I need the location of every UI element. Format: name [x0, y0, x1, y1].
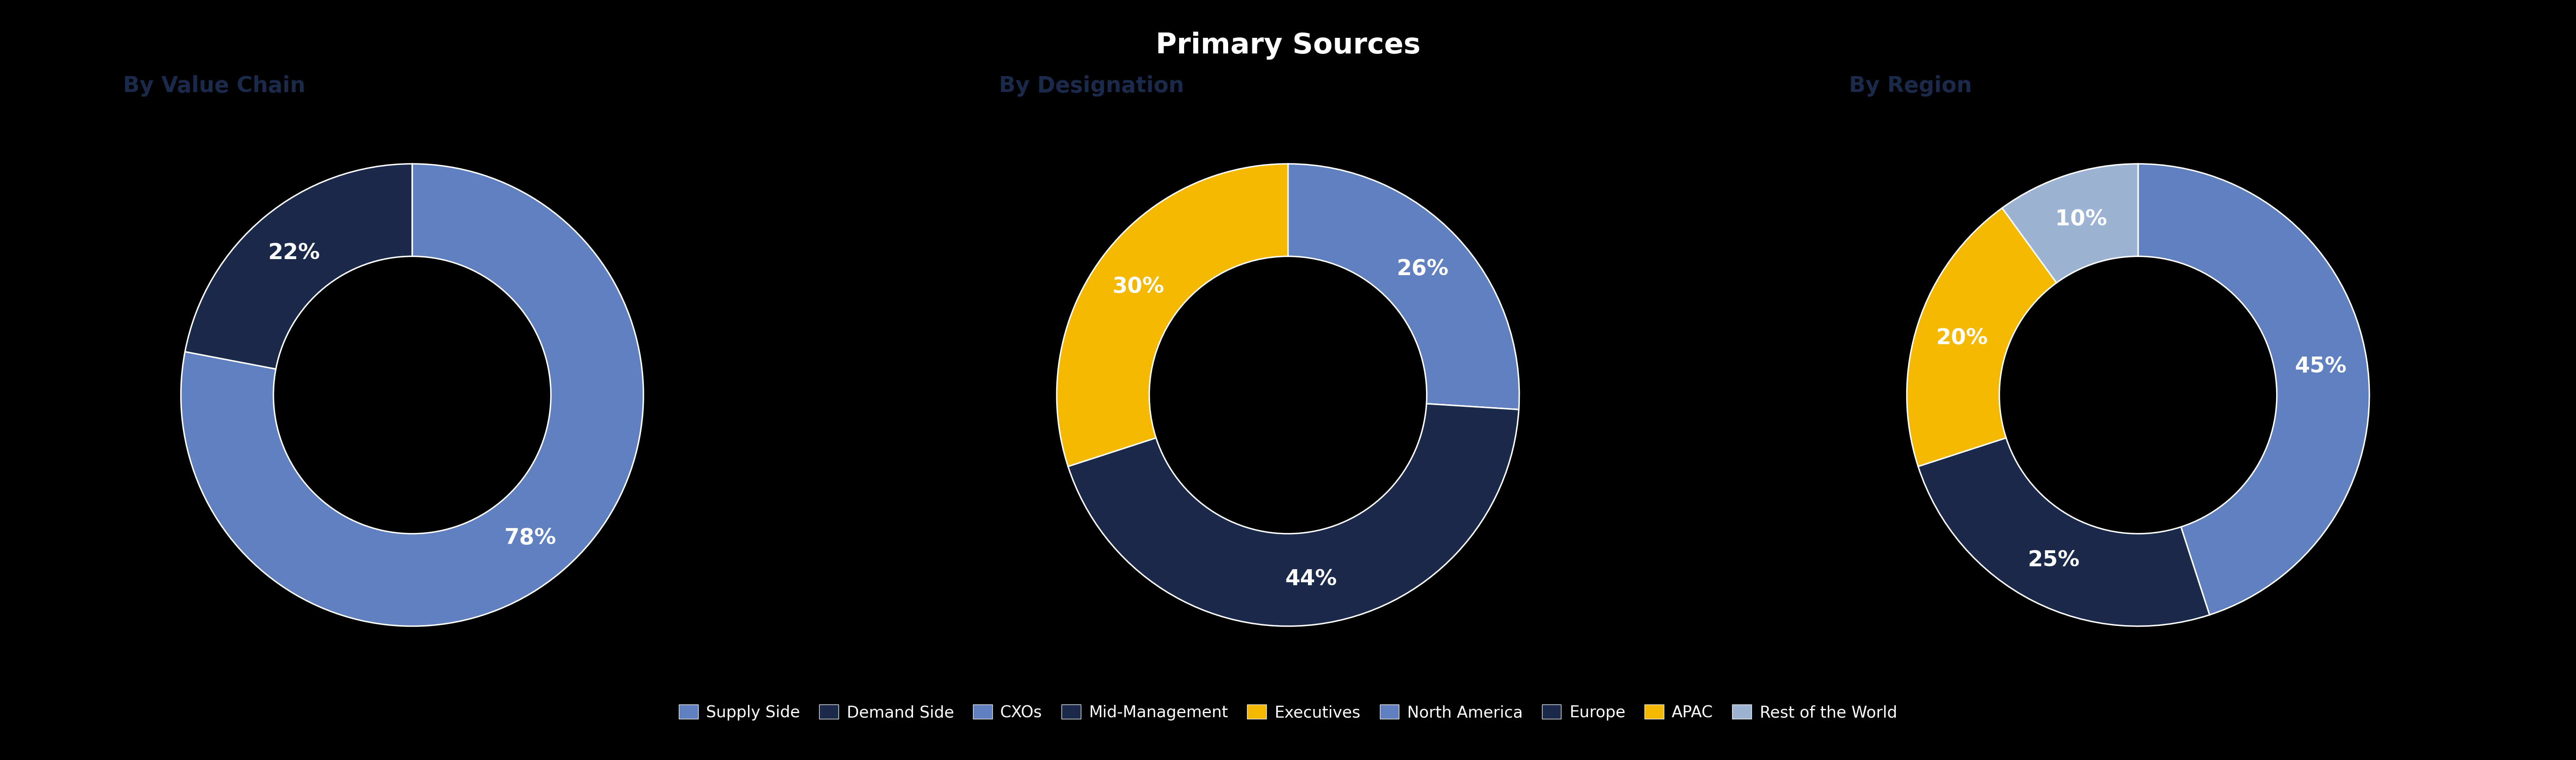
Wedge shape [185, 164, 412, 369]
Text: 25%: 25% [2027, 549, 2079, 571]
Wedge shape [1288, 164, 1520, 410]
Wedge shape [1056, 164, 1288, 467]
Text: By Value Chain: By Value Chain [124, 75, 307, 97]
Text: 10%: 10% [2056, 209, 2107, 230]
Text: 22%: 22% [268, 242, 319, 264]
Text: 30%: 30% [1113, 276, 1164, 297]
Text: 20%: 20% [1937, 328, 1989, 349]
Text: 78%: 78% [505, 527, 556, 548]
Wedge shape [2002, 164, 2138, 283]
Wedge shape [2138, 164, 2370, 615]
Legend: Supply Side, Demand Side, CXOs, Mid-Management, Executives, North America, Europ: Supply Side, Demand Side, CXOs, Mid-Mana… [675, 700, 1901, 725]
Text: By Region: By Region [1850, 75, 1973, 97]
Text: 26%: 26% [1396, 258, 1448, 280]
Text: 45%: 45% [2295, 356, 2347, 377]
Wedge shape [1069, 404, 1520, 626]
Text: By Designation: By Designation [999, 75, 1185, 97]
Text: 44%: 44% [1285, 568, 1337, 589]
Wedge shape [1906, 208, 2056, 467]
Text: Primary Sources: Primary Sources [1157, 32, 1419, 59]
Wedge shape [1919, 438, 2210, 626]
Wedge shape [180, 164, 644, 626]
